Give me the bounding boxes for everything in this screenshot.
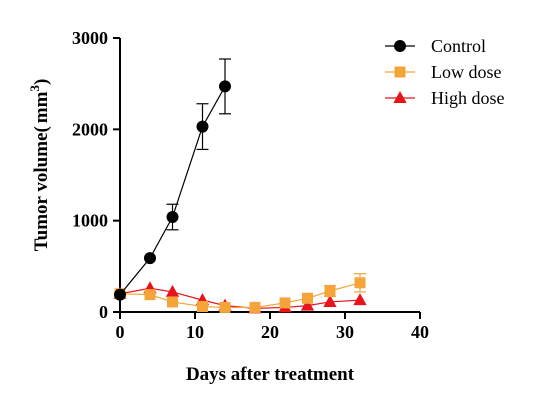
x-tick-label: 20 [261, 322, 279, 342]
y-axis-label: Tumor volume( mm3) [27, 79, 52, 252]
legend-label-low-dose: Low dose [431, 62, 502, 82]
legend-marker-high-dose [393, 90, 407, 103]
axes [119, 38, 420, 313]
data-point-control [144, 252, 156, 265]
data-point-low-dose [167, 296, 178, 308]
data-point-low-dose [249, 301, 261, 313]
data-point-high-dose [165, 284, 180, 297]
data-point-high-dose [323, 294, 337, 307]
legend-item-control: Control [385, 36, 486, 56]
data-point-low-dose [197, 301, 208, 313]
series-line-control [119, 86, 226, 296]
data-point-control [114, 288, 126, 301]
y-tick-label: 0 [99, 302, 108, 322]
data-point-control [196, 120, 209, 133]
data-point-control [219, 80, 231, 93]
y-tick-label: 2000 [72, 119, 108, 139]
legend-label-high-dose: High dose [431, 88, 505, 108]
legend-item-high-dose: High dose [385, 88, 505, 108]
legend-label-control: Control [431, 36, 486, 56]
y-axis-label-main: Tumor volume [31, 133, 52, 252]
x-tick-label: 10 [186, 322, 204, 342]
y-axis-label-open: ( [31, 126, 52, 132]
legend-marker-control [394, 40, 406, 52]
data-point-low-dose [279, 297, 291, 309]
series-line-high-dose [119, 287, 361, 309]
y-axis-label-superscript: 3 [27, 85, 42, 92]
data-point-low-dose [219, 301, 231, 313]
y-ticks: 0 1000 2000 3000 [72, 28, 120, 322]
y-axis-label-close: ) [31, 79, 52, 85]
legend-marker-low-dose [394, 66, 406, 78]
x-axis-label: Days after treatment [186, 364, 355, 385]
x-tick-label: 40 [411, 322, 429, 342]
legend: Control Low dose High dose [385, 36, 505, 108]
x-tick-label: 0 [116, 322, 125, 342]
data-point-low-dose [354, 277, 366, 289]
y-axis-label-unit: mm [31, 91, 52, 123]
data-point-low-dose [324, 285, 336, 297]
series-control [114, 58, 231, 301]
legend-item-low-dose: Low dose [385, 62, 502, 82]
series-line-low-dose [119, 282, 361, 309]
x-tick-label: 30 [336, 322, 354, 342]
data-point-control [166, 211, 179, 224]
data-point-low-dose [144, 289, 156, 301]
data-point-high-dose [353, 293, 367, 306]
data-point-high-dose [300, 298, 315, 311]
data-series [113, 58, 367, 314]
y-tick-label: 3000 [72, 28, 108, 48]
data-point-low-dose [302, 292, 313, 304]
y-tick-label: 1000 [72, 211, 108, 231]
x-ticks: 0 10 20 30 40 [116, 312, 429, 342]
